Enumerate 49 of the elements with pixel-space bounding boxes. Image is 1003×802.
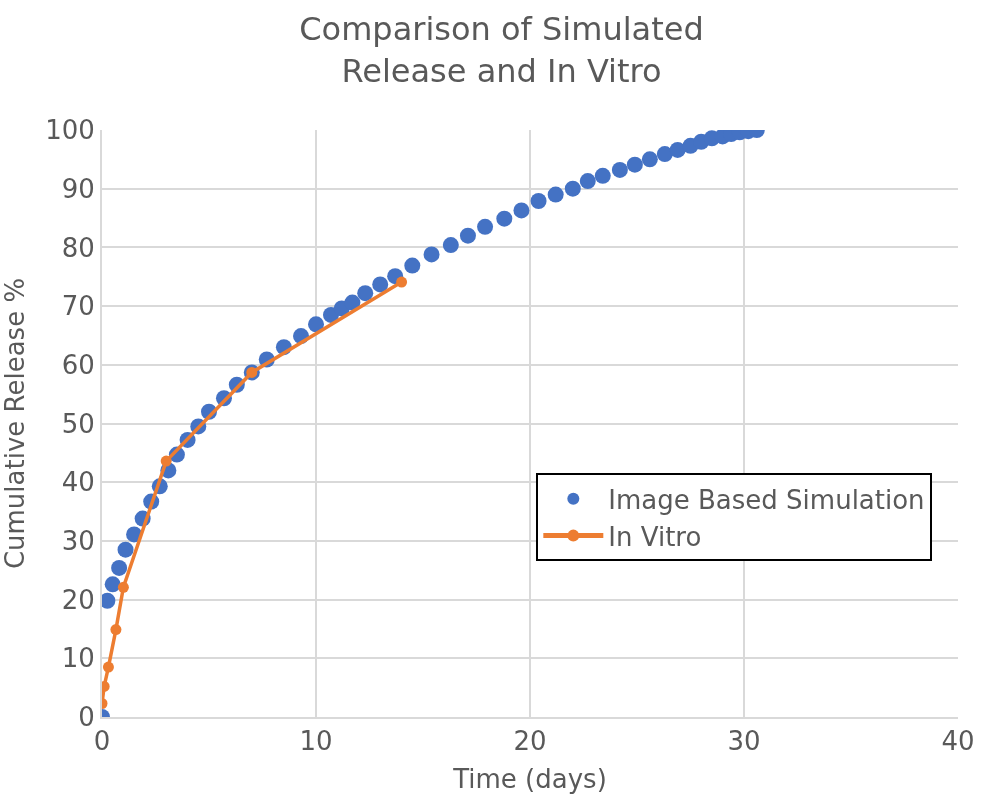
x-axis-title: Time (days) — [452, 764, 607, 795]
point — [104, 576, 121, 593]
point — [117, 541, 134, 558]
point — [564, 180, 581, 197]
point — [547, 186, 564, 203]
point — [669, 141, 686, 158]
point — [459, 227, 476, 244]
point — [357, 285, 374, 302]
point — [110, 624, 122, 636]
x-tick-label: 10 — [299, 726, 333, 757]
point — [102, 661, 114, 673]
y-tick-label: 30 — [61, 526, 95, 556]
y-tick-label: 0 — [78, 702, 95, 733]
point — [656, 146, 673, 163]
legend-label: Image Based Simulation — [608, 484, 925, 515]
chart-title: Comparison of Simulated Release and In Vitro — [299, 10, 704, 90]
y-tick-label: 40 — [61, 467, 95, 498]
y-tick-label: 60 — [61, 349, 95, 380]
point — [117, 581, 129, 593]
point — [396, 276, 408, 288]
point — [513, 202, 530, 219]
y-tick-label: 90 — [61, 173, 95, 204]
y-tick-label: 70 — [61, 291, 95, 322]
point — [344, 294, 361, 311]
point — [372, 276, 389, 293]
x-tick-label: 40 — [941, 726, 975, 757]
point — [160, 455, 172, 467]
point — [579, 173, 596, 190]
legend-label: In Vitro — [608, 521, 702, 552]
y-tick-label: 20 — [61, 584, 95, 615]
point — [308, 316, 324, 333]
point — [477, 218, 494, 235]
y-tick-label: 80 — [61, 232, 95, 263]
point — [442, 237, 459, 254]
point — [496, 210, 513, 227]
x-tick-label: 20 — [513, 726, 547, 757]
point — [641, 151, 658, 168]
y-tick-label: 100 — [45, 115, 95, 146]
y-tick-label: 10 — [61, 643, 95, 674]
point — [594, 167, 611, 184]
point — [530, 193, 547, 210]
point — [404, 257, 421, 274]
x-tick-label: 30 — [727, 726, 761, 757]
point — [423, 246, 440, 263]
point — [626, 156, 643, 173]
point — [611, 161, 628, 178]
point — [111, 559, 128, 576]
y-tick-label: 50 — [61, 408, 95, 439]
y-axis-title: Cumulative Release % — [0, 277, 30, 570]
